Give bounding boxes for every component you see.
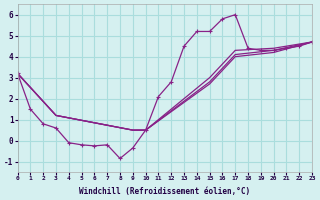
X-axis label: Windchill (Refroidissement éolien,°C): Windchill (Refroidissement éolien,°C) [79,187,250,196]
